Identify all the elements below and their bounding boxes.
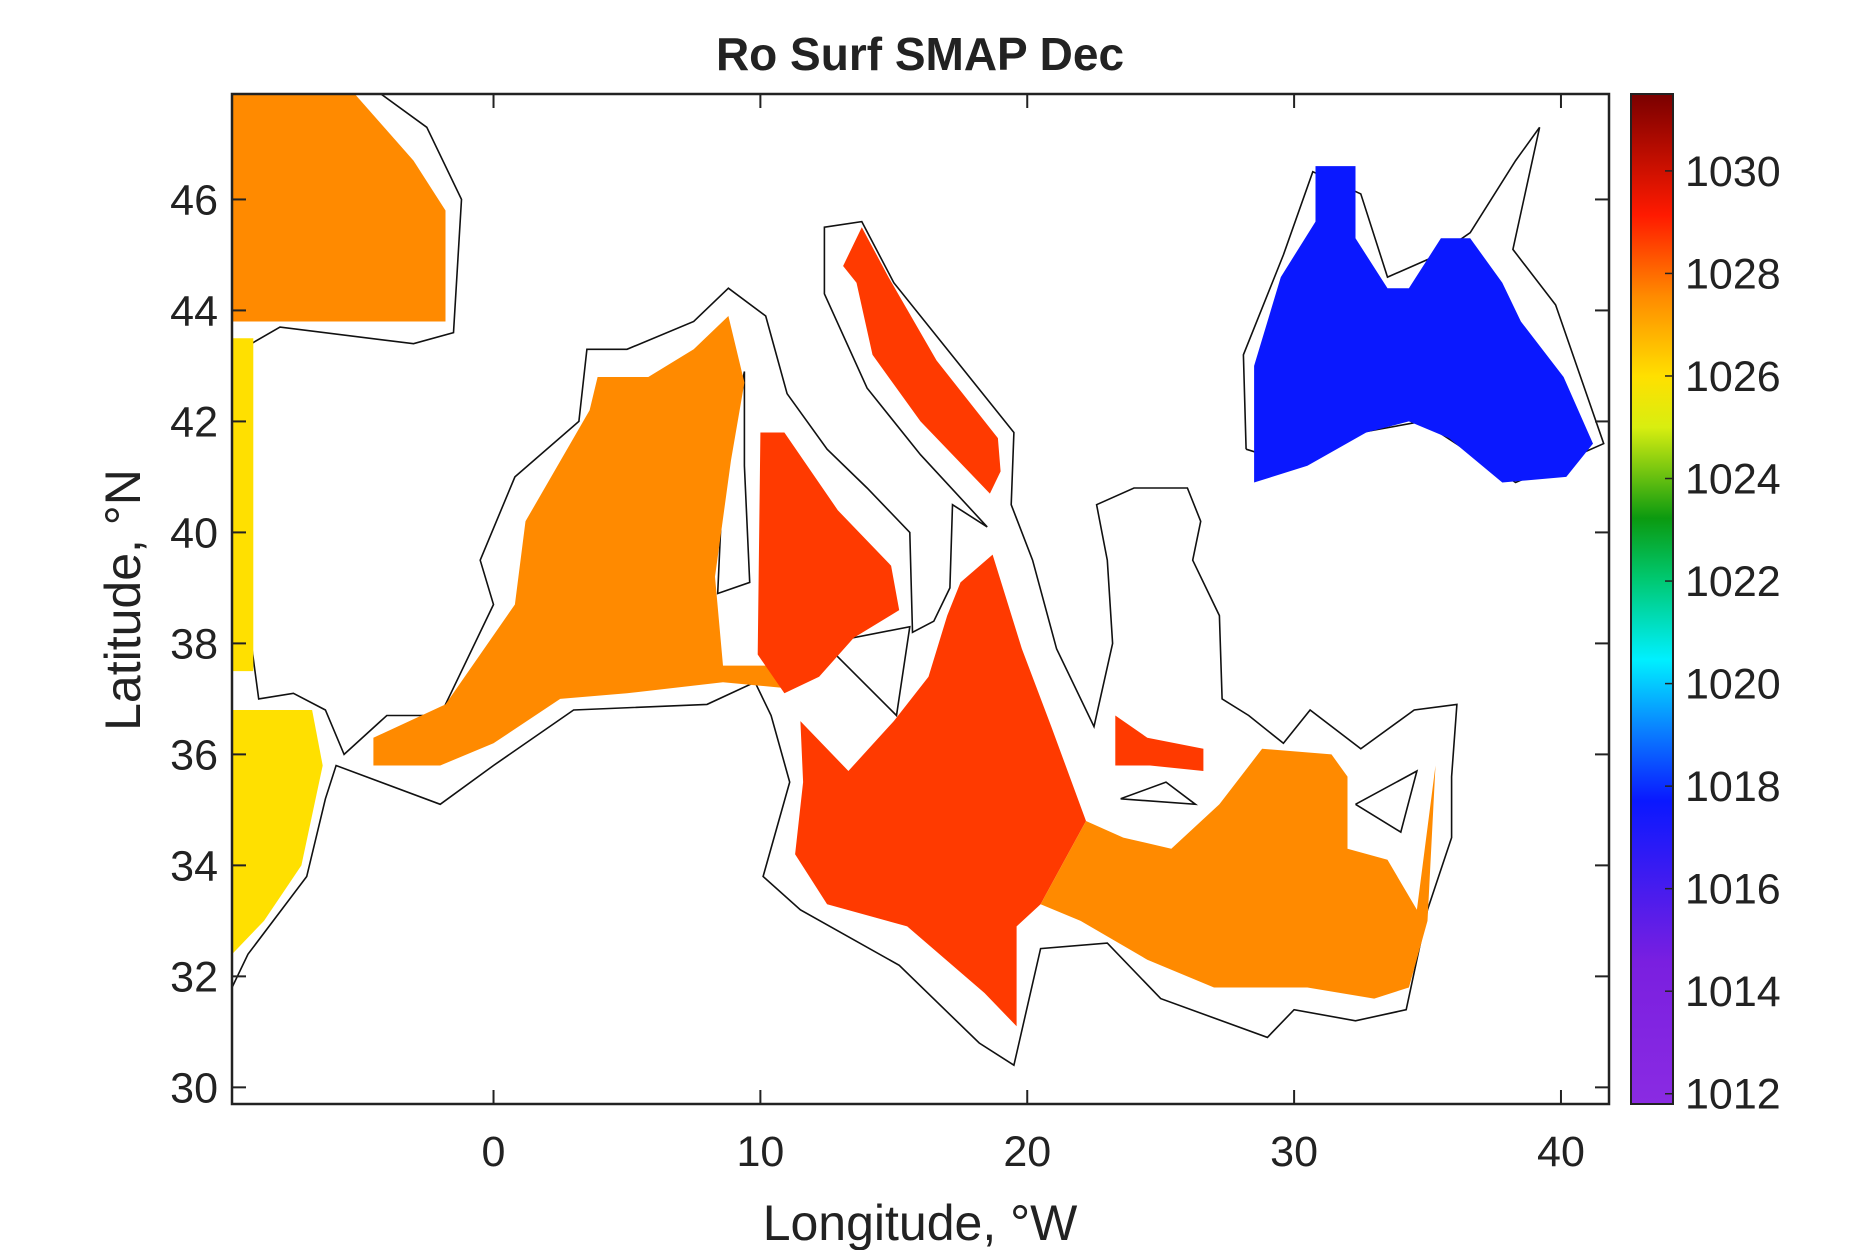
colorbar-tick-label: 1016 [1685, 866, 1781, 914]
x-axis-label: Longitude, °W [763, 1195, 1078, 1250]
colorbar-tick-label: 1020 [1685, 661, 1781, 709]
colorbar-tick-label: 1014 [1685, 968, 1781, 1016]
x-tick-label: 30 [1270, 1128, 1318, 1176]
y-tick-label: 38 [170, 620, 218, 668]
colorbar-tick-label: 1022 [1685, 558, 1781, 606]
basin-region [1254, 166, 1593, 483]
chart-title: Ro Surf SMAP Dec [716, 28, 1124, 80]
colorbar-tick-label: 1030 [1685, 148, 1781, 196]
coastline [1355, 769, 1419, 834]
colorbar-tick-label: 1012 [1685, 1071, 1781, 1119]
colorbar-ticks: 1012 1014 1016 1018 1020 1022 1024 1026 1028 1030 [1665, 148, 1781, 1119]
basin-region [232, 710, 323, 955]
x-axis: 0 10 20 30 40 [482, 94, 1585, 1176]
basin-region [232, 338, 254, 672]
coastline [823, 625, 911, 718]
basin-region [757, 432, 900, 694]
colorbar-tick-label: 1028 [1685, 250, 1781, 298]
colorbar-tick-label: 1024 [1685, 456, 1781, 504]
basin-region [1040, 748, 1436, 999]
x-tick-label: 0 [482, 1128, 506, 1176]
x-tick-label: 10 [736, 1128, 784, 1176]
colorbar-tick-label: 1026 [1685, 353, 1781, 401]
coastline [1120, 781, 1199, 806]
y-axis-label: Latitude, °N [95, 469, 151, 731]
y-tick-label: 46 [170, 176, 218, 224]
y-tick-label: 40 [170, 509, 218, 557]
colorbar [1630, 93, 1674, 1105]
y-tick-label: 34 [170, 842, 218, 890]
basin-region [232, 94, 446, 322]
coastline [232, 220, 1458, 1067]
coastline [232, 94, 463, 356]
colorbar-tick-label: 1018 [1685, 763, 1781, 811]
basin-region [1115, 715, 1204, 771]
y-axis: 30 32 34 36 38 40 42 44 46 [170, 176, 1609, 1112]
y-tick-label: 36 [170, 731, 218, 779]
y-tick-label: 30 [170, 1064, 218, 1112]
basin-region [843, 227, 1001, 494]
plot-frame [230, 92, 1611, 1106]
coastline [1242, 126, 1605, 484]
y-tick-label: 32 [170, 953, 218, 1001]
x-tick-label: 20 [1003, 1128, 1051, 1176]
y-tick-label: 44 [170, 287, 218, 335]
map-area [232, 94, 1605, 1067]
x-tick-label: 40 [1537, 1128, 1585, 1176]
y-tick-label: 42 [170, 398, 218, 446]
basin-region [373, 316, 796, 766]
basin-region [795, 554, 1086, 1027]
